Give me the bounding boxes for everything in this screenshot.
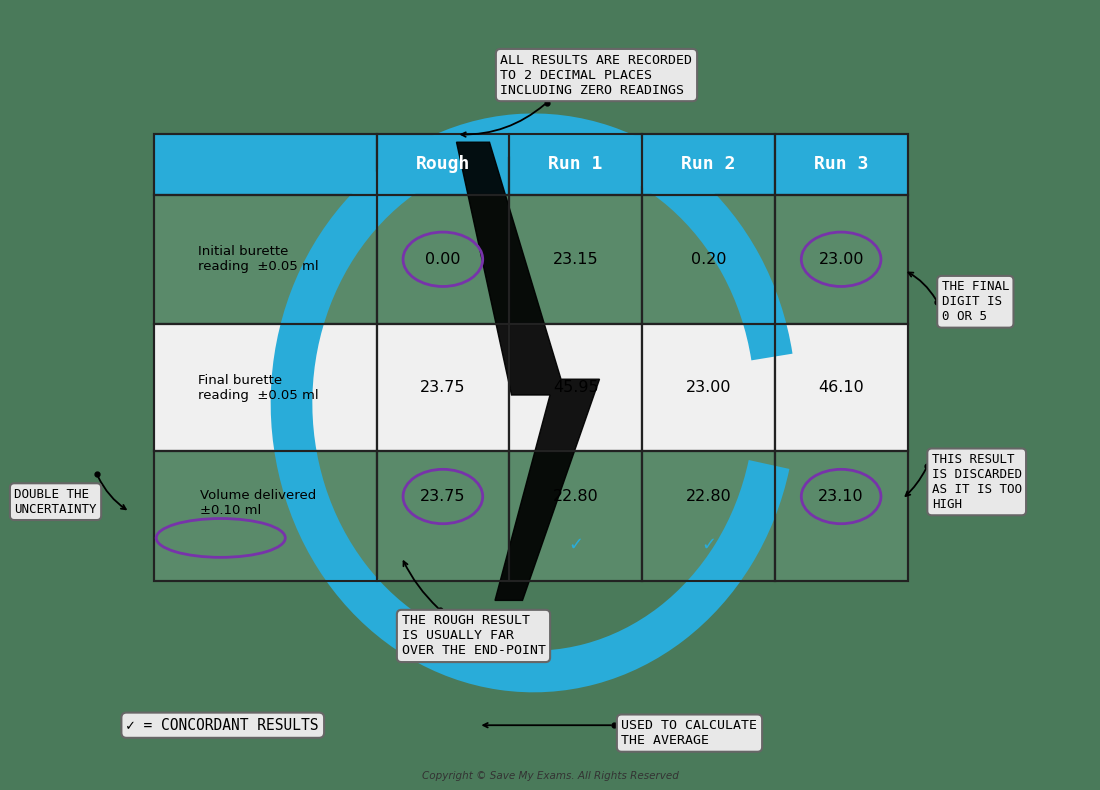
Text: Initial burette
reading  ±0.05 ml: Initial burette reading ±0.05 ml — [198, 245, 319, 273]
Text: Copyright © Save My Exams. All Rights Reserved: Copyright © Save My Exams. All Rights Re… — [421, 771, 679, 781]
Text: Run 3: Run 3 — [814, 156, 868, 174]
Text: 22.80: 22.80 — [553, 489, 598, 504]
Text: 23.00: 23.00 — [818, 252, 864, 267]
Text: Run 1: Run 1 — [549, 156, 603, 174]
Text: 23.00: 23.00 — [685, 380, 732, 395]
FancyBboxPatch shape — [376, 194, 509, 324]
FancyBboxPatch shape — [774, 194, 908, 324]
FancyBboxPatch shape — [774, 324, 908, 451]
Text: ALL RESULTS ARE RECORDED
TO 2 DECIMAL PLACES
INCLUDING ZERO READINGS: ALL RESULTS ARE RECORDED TO 2 DECIMAL PL… — [500, 54, 693, 96]
Text: 46.10: 46.10 — [818, 380, 864, 395]
FancyBboxPatch shape — [642, 324, 774, 451]
FancyBboxPatch shape — [642, 134, 774, 194]
FancyBboxPatch shape — [774, 134, 908, 194]
FancyBboxPatch shape — [509, 194, 642, 324]
Text: 0.00: 0.00 — [425, 252, 461, 267]
Polygon shape — [456, 142, 600, 600]
Text: ✓: ✓ — [701, 536, 716, 554]
Text: 22.80: 22.80 — [685, 489, 732, 504]
FancyBboxPatch shape — [509, 451, 642, 581]
FancyBboxPatch shape — [376, 324, 509, 451]
FancyBboxPatch shape — [154, 451, 376, 581]
Text: 23.10: 23.10 — [818, 489, 864, 504]
FancyBboxPatch shape — [509, 324, 642, 451]
Text: ✓: ✓ — [568, 536, 583, 554]
FancyBboxPatch shape — [509, 134, 642, 194]
FancyBboxPatch shape — [774, 451, 908, 581]
Text: Final burette
reading  ±0.05 ml: Final burette reading ±0.05 ml — [198, 374, 319, 401]
FancyBboxPatch shape — [642, 194, 774, 324]
Text: ✓ = CONCORDANT RESULTS: ✓ = CONCORDANT RESULTS — [126, 718, 319, 732]
Text: 23.75: 23.75 — [420, 380, 465, 395]
Text: 0.20: 0.20 — [691, 252, 726, 267]
FancyBboxPatch shape — [642, 451, 774, 581]
FancyBboxPatch shape — [154, 134, 376, 194]
Text: 45.95: 45.95 — [553, 380, 598, 395]
Text: 23.75: 23.75 — [420, 489, 465, 504]
FancyBboxPatch shape — [376, 451, 509, 581]
Text: 23.15: 23.15 — [553, 252, 598, 267]
Text: Run 2: Run 2 — [681, 156, 736, 174]
Text: Rough: Rough — [416, 156, 470, 174]
FancyBboxPatch shape — [154, 324, 376, 451]
FancyBboxPatch shape — [376, 134, 509, 194]
Text: THE ROUGH RESULT
IS USUALLY FAR
OVER THE END-POINT: THE ROUGH RESULT IS USUALLY FAR OVER THE… — [402, 615, 546, 657]
Text: THIS RESULT
IS DISCARDED
AS IT IS TOO
HIGH: THIS RESULT IS DISCARDED AS IT IS TOO HI… — [932, 453, 1022, 511]
Text: USED TO CALCULATE
THE AVERAGE: USED TO CALCULATE THE AVERAGE — [621, 719, 758, 747]
Text: THE FINAL
DIGIT IS
0 OR 5: THE FINAL DIGIT IS 0 OR 5 — [942, 280, 1009, 323]
Text: Volume delivered
±0.10 ml: Volume delivered ±0.10 ml — [200, 489, 317, 517]
FancyBboxPatch shape — [154, 194, 376, 324]
Text: DOUBLE THE
UNCERTAINTY: DOUBLE THE UNCERTAINTY — [14, 487, 97, 516]
